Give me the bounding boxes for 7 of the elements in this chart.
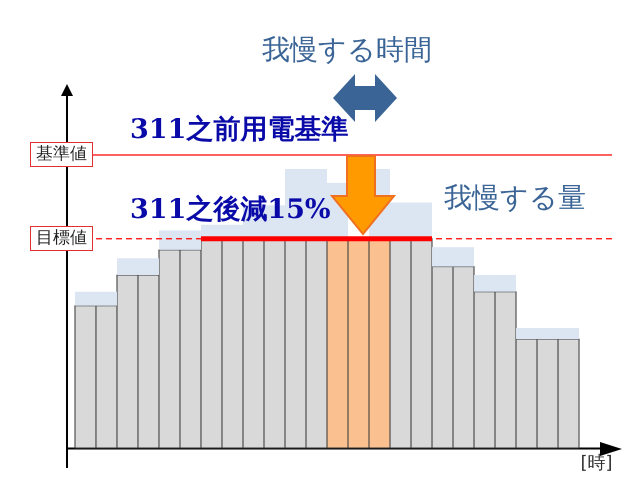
- ref-line-label: 目標値: [30, 226, 93, 251]
- text: 311之前用電基準: [130, 114, 348, 145]
- text: 我慢する時間: [262, 33, 432, 66]
- ref-line-label: 基準値: [30, 142, 93, 167]
- x-axis-title: [時]: [580, 452, 612, 474]
- annotation: 我慢する量: [444, 181, 586, 214]
- annotation: 311之後減15%: [130, 194, 331, 225]
